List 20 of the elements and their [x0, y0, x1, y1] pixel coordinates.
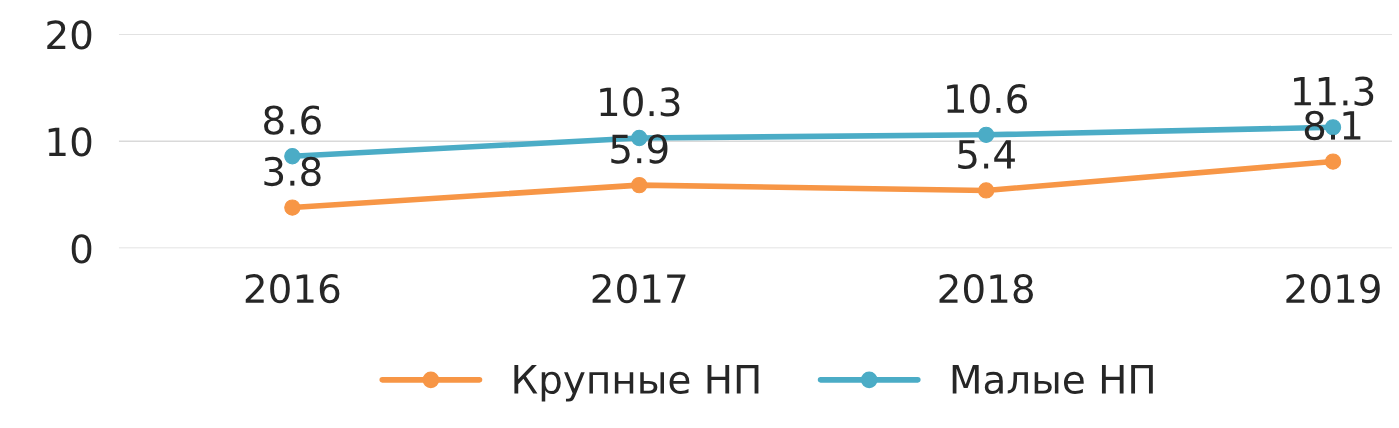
point — [631, 176, 648, 194]
legend-label: Крупные НП — [514, 365, 759, 402]
point — [977, 182, 995, 199]
data-label: 3.8 — [264, 156, 321, 187]
legend-label: Малые НП — [952, 365, 1153, 395]
y-tick-label: 20 — [47, 20, 92, 50]
x-tick-label: 2017 — [592, 273, 686, 304]
data-label: 10.3 — [600, 87, 680, 117]
x-tick-label: 2016 — [245, 273, 340, 304]
point — [284, 199, 301, 216]
data-label: 8.6 — [264, 105, 321, 135]
data-label: 10.6 — [947, 83, 1027, 114]
y-tick-label: 10 — [48, 127, 92, 157]
data-label: 5.4 — [958, 140, 1015, 170]
data-label: 11.3 — [1294, 76, 1374, 106]
x-tick-label: 2018 — [939, 273, 1033, 304]
data-label: 5.9 — [611, 134, 668, 164]
y-tick-label: 0 — [71, 234, 92, 264]
x-tick-label: 2019 — [1286, 273, 1380, 304]
point — [1324, 153, 1342, 170]
